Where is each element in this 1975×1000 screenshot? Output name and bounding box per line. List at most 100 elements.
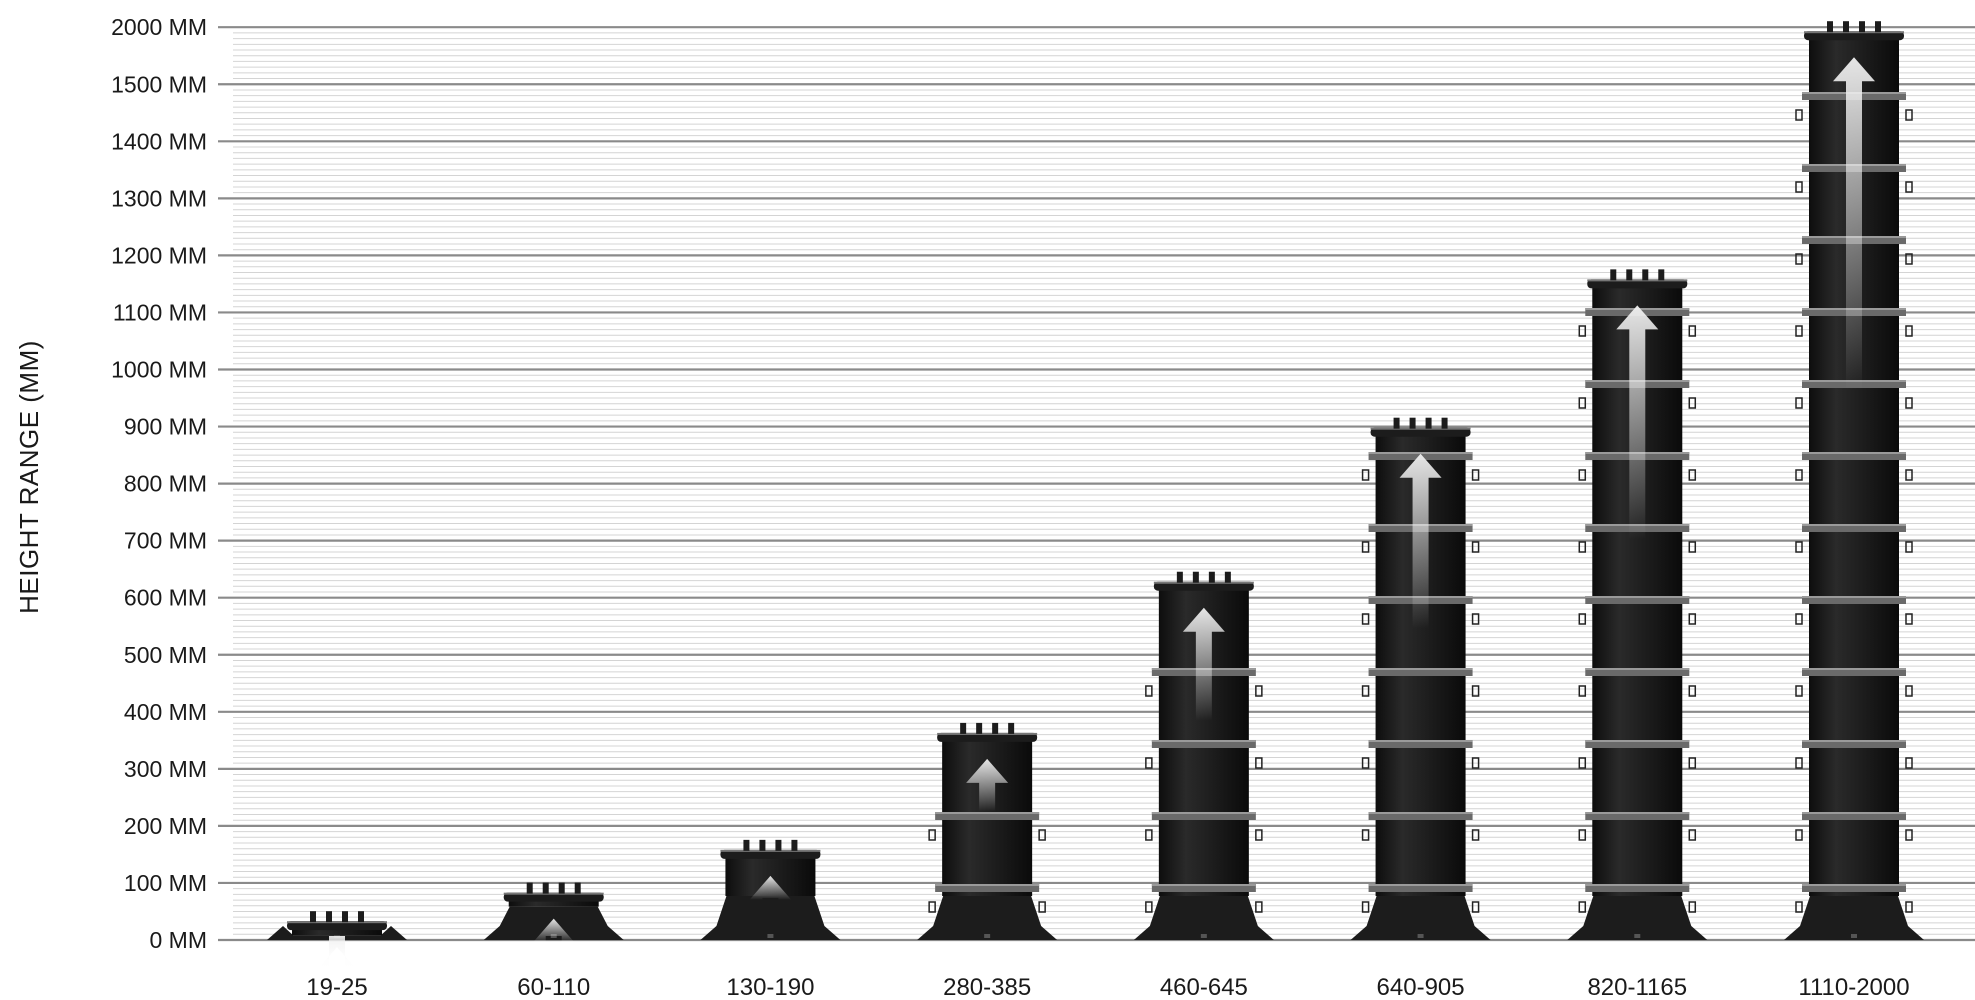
bar-19-25 [267, 911, 407, 972]
height-arrow [1399, 453, 1442, 629]
side-clip [1361, 901, 1370, 913]
x-category-label: 130-190 [726, 974, 814, 1000]
side-clip [1145, 829, 1153, 841]
head-plate-highlight [503, 892, 604, 895]
segment-ring-highlight [1585, 812, 1690, 814]
y-tick-label: 1400 MM [111, 128, 207, 154]
pedestal-column [292, 929, 382, 936]
head-plate [937, 732, 1038, 742]
segment-ring-highlight [1585, 668, 1690, 670]
head-tab [1393, 417, 1400, 429]
side-clip [1255, 901, 1263, 913]
segment-ring [1802, 668, 1906, 676]
segment-ring [1151, 740, 1256, 748]
y-tick-label: 300 MM [124, 756, 207, 782]
segment-ring [1802, 884, 1906, 892]
x-axis-categories: 19-25 60-110 130-190 280-385 460-645 640-905 8… [306, 974, 1909, 1000]
grid-lines [218, 26, 1975, 942]
head-plate-highlight [1804, 31, 1904, 34]
head-plate [1804, 31, 1904, 41]
y-tick-label: 800 MM [124, 471, 207, 497]
side-clip [1471, 829, 1480, 841]
side-clip [1795, 181, 1803, 193]
side-clip [1905, 181, 1913, 193]
segment-ring [1585, 668, 1690, 676]
side-clip [1361, 469, 1370, 481]
segment-ring-highlight [1585, 740, 1690, 742]
head-plate-highlight [1587, 279, 1688, 282]
head-tab [992, 722, 999, 734]
x-category-label: 280-385 [943, 974, 1031, 1000]
head-plate-highlight [287, 921, 387, 924]
segment-ring-highlight [1151, 740, 1256, 742]
head-tab [1176, 571, 1183, 583]
segment-ring-highlight [1368, 884, 1473, 886]
side-clip [1795, 541, 1803, 553]
side-clip [1361, 613, 1370, 625]
segment-ring [1151, 812, 1256, 820]
bar-130-190 [700, 839, 841, 940]
side-clip [1145, 901, 1153, 913]
x-category-label: 60-110 [517, 974, 590, 1000]
side-clip [928, 901, 936, 913]
head-tab [574, 882, 581, 894]
side-clip [1688, 685, 1697, 697]
head-plate [1153, 581, 1254, 591]
side-clip [1795, 757, 1803, 769]
base-marker [1417, 934, 1424, 938]
head-tab [960, 722, 967, 734]
head-tab [342, 911, 348, 923]
segment-ring-highlight [1368, 740, 1473, 742]
segment-ring [1585, 812, 1690, 820]
head-plate [1370, 427, 1471, 437]
y-tick-label: 1500 MM [111, 71, 207, 97]
head-plate [503, 892, 604, 902]
pedestal-base [1133, 896, 1274, 940]
segment-ring-highlight [935, 884, 1040, 886]
head-tab [1425, 417, 1432, 429]
y-tick-label: 1300 MM [111, 185, 207, 211]
segment-ring [1368, 812, 1473, 820]
side-clip [1578, 901, 1587, 913]
head-tab [775, 839, 782, 851]
y-tick-label: 0 MM [150, 927, 208, 953]
side-clip [1471, 541, 1480, 553]
y-tick-label: 600 MM [124, 585, 207, 611]
bar-820-1165 [1567, 269, 1708, 940]
segment-ring [1802, 596, 1906, 604]
side-clip [1905, 757, 1913, 769]
side-clip [1905, 397, 1913, 409]
side-clip [1578, 397, 1587, 409]
side-clip [1145, 685, 1153, 697]
head-plate-highlight [720, 849, 821, 852]
pedestal-base [267, 926, 407, 940]
head-tab [1875, 21, 1881, 33]
side-clip [1795, 685, 1803, 697]
head-tab [1610, 269, 1617, 281]
head-tab [1642, 269, 1649, 281]
head-tab [558, 882, 565, 894]
y-tick-label: 100 MM [124, 870, 207, 896]
segment-ring-highlight [1585, 596, 1690, 598]
side-clip [1905, 541, 1913, 553]
segment-ring-highlight [1802, 668, 1906, 670]
height-arrow [532, 918, 575, 943]
head-tab [310, 911, 316, 923]
y-tick-label: 2000 MM [111, 14, 207, 40]
head-tab [1224, 571, 1231, 583]
side-clip [1255, 757, 1263, 769]
side-clip [1795, 397, 1803, 409]
side-clip [1145, 757, 1153, 769]
side-clip [1795, 109, 1803, 121]
y-tick-label: 1000 MM [111, 357, 207, 383]
segment-ring-highlight [1585, 884, 1690, 886]
segment-ring-highlight [1802, 812, 1906, 814]
side-clip [1471, 685, 1480, 697]
side-clip [1578, 685, 1587, 697]
side-clip [1471, 469, 1480, 481]
y-tick-label: 500 MM [124, 642, 207, 668]
head-tab [1008, 722, 1015, 734]
side-clip [1578, 325, 1587, 337]
y-axis-ticks: 0 MM 100 MM 200 MM 300 MM 400 MM 500 MM 600 MM… [111, 14, 207, 953]
head-plate-highlight [937, 732, 1038, 735]
